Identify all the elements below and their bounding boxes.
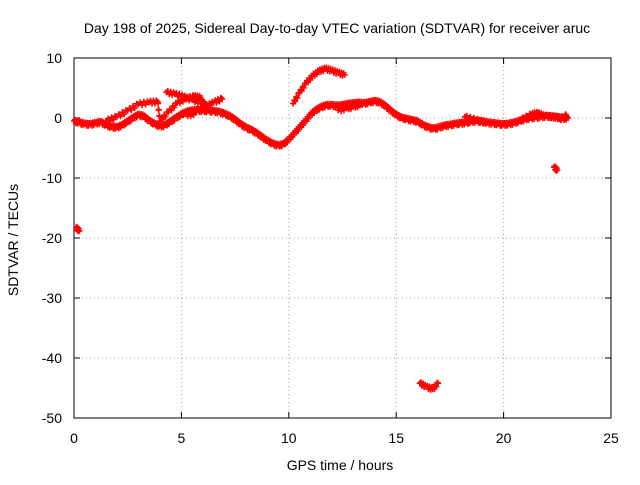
y-tick-label: -40: [42, 350, 62, 366]
y-tick-label: -10: [42, 170, 62, 186]
data-point: [554, 167, 561, 174]
data-point: [162, 113, 169, 120]
data-point: [562, 112, 569, 118]
data-point: [207, 102, 214, 109]
data-point: [199, 107, 206, 114]
data-point: [300, 122, 307, 129]
y-tick-label: -50: [42, 410, 62, 426]
data-point: [496, 120, 503, 127]
data-point: [310, 110, 317, 117]
data-point: [128, 107, 135, 114]
series-outliers: [73, 163, 561, 393]
data-point: [110, 116, 117, 123]
data-point: [553, 112, 560, 119]
y-tick-labels: -50 -40 -30 -20 -10 0 10: [42, 50, 62, 426]
x-tick-label: 20: [496, 430, 512, 446]
data-point: [155, 100, 162, 107]
x-tick-label: 25: [603, 430, 619, 446]
x-tick-labels: 0 5 10 15 20 25: [70, 430, 619, 446]
data-point: [106, 118, 113, 125]
data-point: [294, 94, 301, 101]
data-point: [298, 88, 305, 95]
y-tick-label: 0: [54, 110, 62, 126]
data-point: [159, 116, 166, 123]
y-axis-label: SDTVAR / TECUs: [5, 184, 21, 296]
axis-ticks: [73, 57, 612, 419]
data-point: [305, 115, 312, 122]
data-point: [190, 111, 197, 118]
data-point: [307, 76, 314, 83]
data-point: [300, 84, 307, 91]
data-point: [168, 107, 175, 114]
x-tick-label: 10: [281, 430, 297, 446]
x-tick-label: 0: [70, 430, 78, 446]
y-tick-label: -30: [42, 290, 62, 306]
data-point: [179, 98, 186, 105]
data-point: [292, 98, 299, 105]
x-tick-label: 15: [388, 430, 404, 446]
x-tick-label: 5: [178, 430, 186, 446]
series-upper-arcs: [103, 64, 569, 127]
data-point: [171, 104, 178, 111]
data-point: [341, 71, 348, 78]
data-point: [121, 111, 128, 118]
data-point: [478, 116, 485, 123]
data-point: [467, 113, 474, 120]
data-point: [483, 119, 490, 126]
data-point: [76, 227, 83, 234]
data-point: [524, 114, 531, 121]
data-point: [313, 71, 320, 78]
data-point: [142, 101, 149, 108]
data-point: [131, 104, 138, 111]
data-point: [289, 134, 296, 141]
data-point: [117, 113, 124, 120]
data-point: [284, 139, 291, 146]
x-axis-label: GPS time / hours: [287, 457, 394, 473]
y-tick-label: 10: [46, 50, 62, 66]
data-point: [356, 102, 363, 109]
data-point: [155, 106, 162, 113]
data-point: [474, 115, 481, 122]
data-points: [71, 64, 572, 393]
data-point: [463, 112, 470, 119]
data-point: [219, 95, 226, 102]
y-tick-label: -20: [42, 230, 62, 246]
chart-title: Day 198 of 2025, Sidereal Day-to-day VTE…: [84, 20, 590, 36]
data-point: [435, 380, 442, 387]
data-point: [433, 383, 440, 390]
data-point: [294, 128, 301, 135]
data-point: [521, 116, 528, 123]
